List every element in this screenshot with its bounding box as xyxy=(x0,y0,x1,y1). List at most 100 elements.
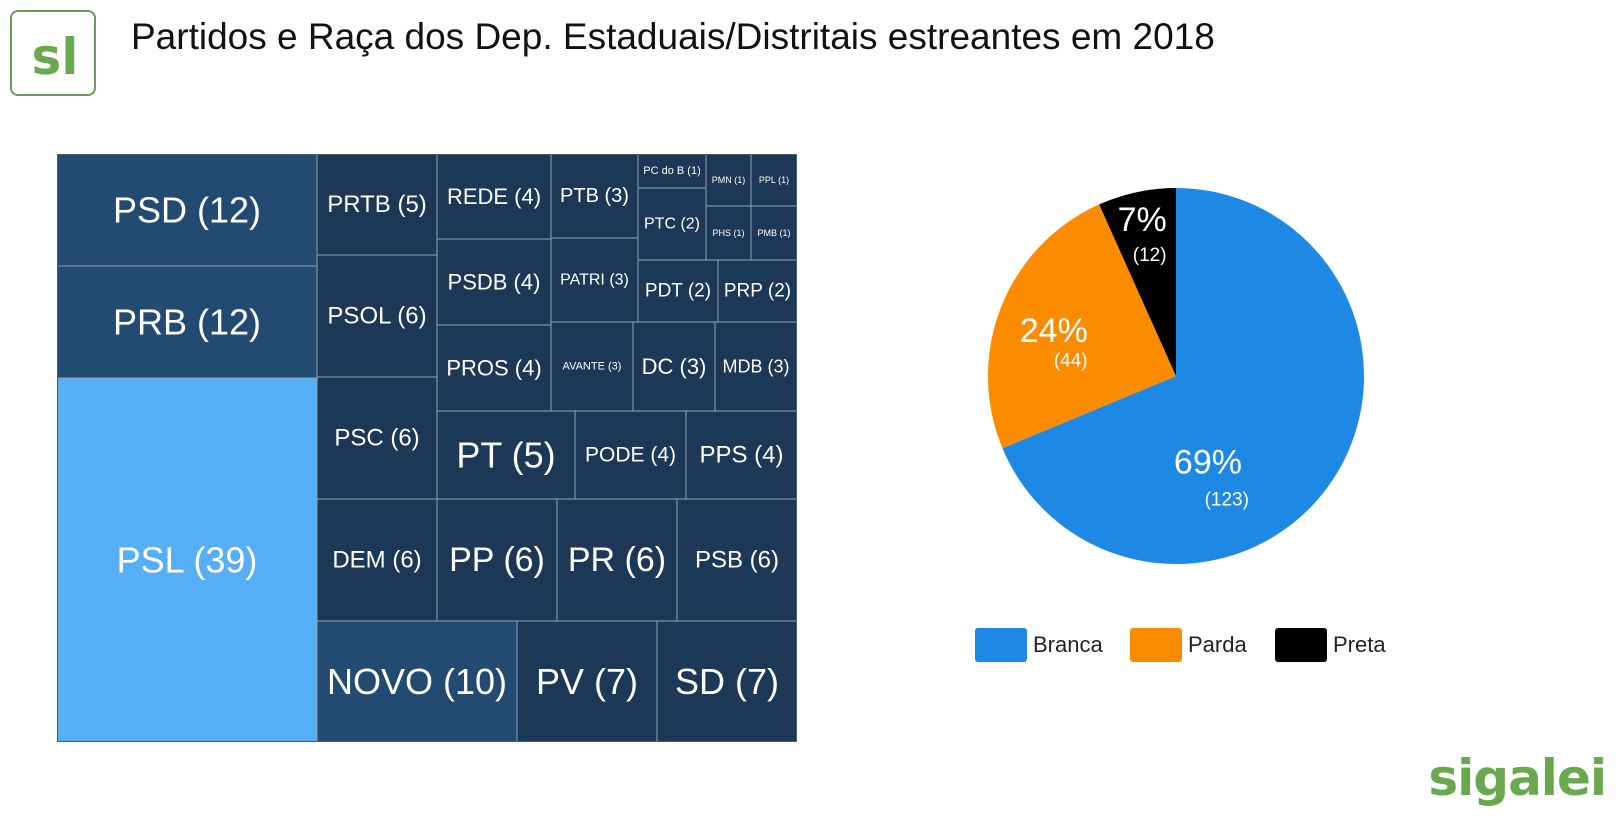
treemap-cell-dc: DC (3) xyxy=(632,321,716,412)
treemap-label-pps: PPS (4) xyxy=(699,442,783,469)
treemap-cell-pmb: PMB (1) xyxy=(750,205,797,261)
treemap-rect-rede xyxy=(436,154,552,240)
treemap-cell-psl: PSL (39) xyxy=(57,377,318,742)
treemap-label-dc: DC (3) xyxy=(642,354,707,379)
page-title: Partidos e Raça dos Dep. Estaduais/Distr… xyxy=(131,16,1215,57)
treemap-label-prp: PRP (2) xyxy=(724,281,791,302)
treemap-cell-pode: PODE (4) xyxy=(574,410,687,500)
pie-percent-label-parda: 24% xyxy=(1020,312,1088,350)
logo-text: sl xyxy=(32,28,79,86)
treemap-label-phs: PHS (1) xyxy=(712,228,744,238)
treemap-cell-patri: PATRI (3) xyxy=(550,237,639,323)
treemap-label-sd: SD (7) xyxy=(675,661,779,702)
treemap-rect-novo xyxy=(316,620,518,742)
treemap-rect-pdt xyxy=(637,259,719,323)
treemap-cell-prp: PRP (2) xyxy=(717,259,797,323)
treemap-label-psd: PSD (12) xyxy=(113,190,261,231)
treemap-cell-pt: PT (5) xyxy=(436,410,576,500)
treemap-label-novo: NOVO (10) xyxy=(327,661,507,702)
treemap-label-psol: PSOL (6) xyxy=(327,303,426,330)
pie-chart: 69% (123) 24%(44) 7% (12) xyxy=(988,188,1364,564)
legend-item-preta: Preta xyxy=(1275,628,1386,662)
treemap-label-pros: PROS (4) xyxy=(446,356,541,381)
pie-count-label-branca: (123) xyxy=(1205,490,1249,511)
sigalei-wordmark: sigalei xyxy=(1428,749,1607,807)
treemap-cell-pc-do-b: PC do B (1) xyxy=(637,154,707,189)
treemap-rect-prtb xyxy=(316,154,438,256)
treemap-label-dem: DEM (6) xyxy=(332,547,421,574)
treemap-cell-psc: PSC (6) xyxy=(316,376,438,500)
pie-slice-preta xyxy=(1099,188,1176,376)
treemap-rect-prb xyxy=(57,265,318,379)
treemap-cell-psd: PSD (12) xyxy=(57,154,318,267)
treemap-cell-mdb: MDB (3) xyxy=(714,321,797,412)
treemap-cell-avante: AVANTE (3) xyxy=(550,321,634,412)
pie-percent-label-branca: 69% xyxy=(1174,443,1242,481)
legend-swatch-branca xyxy=(975,628,1027,662)
legend-swatch-parda xyxy=(1130,628,1182,662)
treemap-rect-pros xyxy=(436,324,552,412)
treemap-rect-psdb xyxy=(436,238,552,326)
treemap-label-pdt: PDT (2) xyxy=(645,281,711,302)
legend-swatch-preta xyxy=(1275,628,1327,662)
treemap-label-pp: PP (6) xyxy=(449,541,545,579)
treemap-label-pt: PT (5) xyxy=(456,435,555,476)
treemap-rect-psd xyxy=(57,154,318,267)
treemap-cell-novo: NOVO (10) xyxy=(316,620,518,742)
treemap-rect-pps xyxy=(685,410,797,500)
legend-label-preta: Preta xyxy=(1333,632,1386,657)
treemap-rect-pmb xyxy=(750,205,797,261)
treemap-frame xyxy=(57,154,797,742)
treemap-label-avante: AVANTE (3) xyxy=(563,361,622,373)
treemap-rect-pr xyxy=(556,498,678,622)
treemap-rect-psc xyxy=(316,376,438,500)
treemap-label-ppl: PPL (1) xyxy=(759,175,789,185)
pie-count-label-preta: (12) xyxy=(1133,245,1167,266)
treemap-cell-pmn: PMN (1) xyxy=(705,154,752,207)
legend-item-parda: Parda xyxy=(1130,628,1247,662)
treemap-label-pode: PODE (4) xyxy=(585,444,676,467)
treemap-chart: PSL (39) PSD (12) PRB (12) NOVO (10) PV (7) S… xyxy=(57,154,797,742)
treemap-label-pmn: PMN (1) xyxy=(712,175,746,185)
pie-percent-label-preta: 7% xyxy=(1118,201,1167,239)
treemap-cell-pros: PROS (4) xyxy=(436,324,552,412)
treemap-rect-prp xyxy=(717,259,797,323)
treemap-rect-mdb xyxy=(714,321,797,412)
treemap-label-prtb: PRTB (5) xyxy=(327,191,427,218)
treemap-rect-avante xyxy=(550,321,634,412)
treemap-cell-sd: SD (7) xyxy=(656,620,797,742)
legend-item-branca: Branca xyxy=(975,628,1103,662)
treemap-rect-dem xyxy=(316,498,438,622)
treemap-cell-psb: PSB (6) xyxy=(676,498,797,622)
treemap-cell-rede: REDE (4) xyxy=(436,154,552,240)
treemap-label-prb: PRB (12) xyxy=(113,302,261,343)
pie-slice-branca xyxy=(1002,188,1364,564)
legend-label-parda: Parda xyxy=(1188,632,1247,657)
treemap-label-psb: PSB (6) xyxy=(695,547,779,574)
pie-count-label-parda: (44) xyxy=(1054,350,1088,371)
treemap-cell-pps: PPS (4) xyxy=(685,410,797,500)
treemap-label-psdb: PSDB (4) xyxy=(448,270,541,295)
treemap-rect-pp xyxy=(436,498,558,622)
treemap-rect-pode xyxy=(574,410,687,500)
treemap-label-pv: PV (7) xyxy=(536,661,638,702)
pie-slice-parda xyxy=(988,204,1176,449)
treemap-label-rede: REDE (4) xyxy=(447,184,541,209)
treemap-cell-psdb: PSDB (4) xyxy=(436,238,552,326)
treemap-cell-dem: DEM (6) xyxy=(316,498,438,622)
treemap-cell-ptc: PTC (2) xyxy=(637,187,707,261)
treemap-rect-pc-do-b xyxy=(637,154,707,189)
treemap-label-psc: PSC (6) xyxy=(334,425,419,452)
treemap-label-ptb: PTB (3) xyxy=(560,185,629,207)
treemap-cell-prtb: PRTB (5) xyxy=(316,154,438,256)
treemap-label-mdb: MDB (3) xyxy=(723,357,790,377)
treemap-rect-psol xyxy=(316,254,438,378)
treemap-cell-pr: PR (6) xyxy=(556,498,678,622)
treemap-label-ptc: PTC (2) xyxy=(644,216,700,233)
treemap-rect-patri xyxy=(550,237,639,323)
treemap-cell-pv: PV (7) xyxy=(516,620,658,742)
treemap-cell-pdt: PDT (2) xyxy=(637,259,719,323)
legend-label-branca: Branca xyxy=(1033,632,1103,657)
treemap-rect-psl xyxy=(57,377,318,742)
treemap-rect-pv xyxy=(516,620,658,742)
